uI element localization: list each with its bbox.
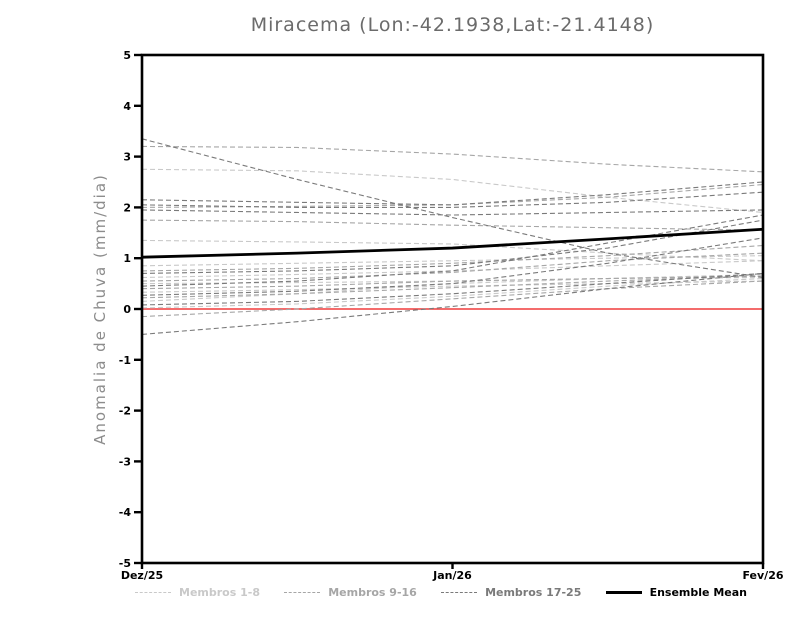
member-line-swatch <box>135 592 171 593</box>
member-line <box>141 181 764 206</box>
x-tick-label: Dez/25 <box>121 569 163 582</box>
member-line <box>141 145 764 173</box>
legend-item: Ensemble Mean <box>605 586 747 599</box>
y-tick-label: -3 <box>119 455 131 468</box>
member-line <box>141 272 764 335</box>
y-tick-label: 1 <box>123 252 131 265</box>
member-line <box>141 168 764 214</box>
y-tick-label: -4 <box>119 506 132 519</box>
y-tick-label: 0 <box>123 303 131 316</box>
legend-item: Membros 17-25 <box>441 586 581 599</box>
member-line-swatch <box>441 592 478 593</box>
legend-label: Membros 1-8 <box>179 586 260 599</box>
y-tick-label: 2 <box>123 201 131 214</box>
legend-label: Membros 9-16 <box>328 586 417 599</box>
member-line <box>141 138 764 279</box>
legend-item: Membros 1-8 <box>135 586 260 599</box>
x-tick-label: Fev/26 <box>742 569 783 582</box>
member-line <box>141 219 764 231</box>
y-tick-label: 3 <box>123 151 131 164</box>
legend-label: Ensemble Mean <box>649 586 747 599</box>
legend-label: Membros 17-25 <box>485 586 582 599</box>
member-line <box>141 280 764 318</box>
member-line <box>141 183 764 208</box>
legend: Membros 1-8 Membros 9-16 Membros 17-25 Ense… <box>135 586 747 599</box>
legend-item: Membros 9-16 <box>284 586 417 599</box>
y-tick-label: -2 <box>119 405 131 418</box>
member-line <box>141 272 764 306</box>
chart-title: Miracema (Lon:-42.1938,Lat:-21.4148) <box>250 14 655 36</box>
ensemble-mean-line <box>141 227 764 259</box>
y-tick-label: -1 <box>119 354 131 367</box>
y-tick-label: -5 <box>119 557 131 570</box>
member-line <box>141 191 764 208</box>
member-line <box>141 260 764 279</box>
member-line <box>141 209 764 216</box>
member-line-swatch <box>284 592 321 593</box>
y-axis-label: Anomalia de Chuva (mm/dia) <box>91 173 109 445</box>
mean-line-swatch <box>605 591 642 594</box>
x-tick-label: Jan/26 <box>432 569 472 582</box>
y-tick-label: 5 <box>123 49 131 62</box>
member-line <box>141 237 764 296</box>
y-tick-label: 4 <box>123 100 131 113</box>
member-line <box>141 214 764 287</box>
